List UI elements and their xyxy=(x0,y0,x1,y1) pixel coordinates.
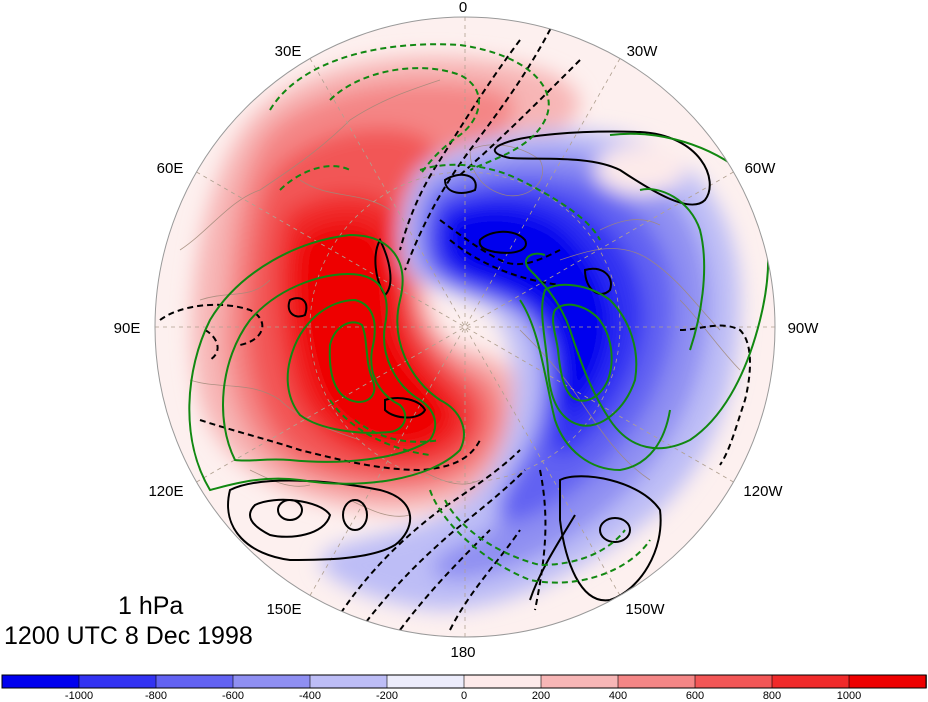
colorbar-box xyxy=(694,674,773,689)
valid-time-label: 1200 UTC 8 Dec 1998 xyxy=(4,622,253,650)
black-contour-solid-12 xyxy=(443,173,477,194)
green-contour-solid-4 xyxy=(328,321,376,404)
coastline-asia-east xyxy=(249,469,481,517)
black-contour-dashed-11 xyxy=(679,324,751,466)
black-contour-solid-13 xyxy=(529,514,576,601)
lon-label-150w: 150W xyxy=(625,601,665,618)
disk-border xyxy=(154,16,776,638)
colorbar-tick-label: -600 xyxy=(222,690,244,702)
colorbar-tick-label: 1000 xyxy=(837,690,861,702)
colorbar-box xyxy=(386,674,465,689)
black-contour-dashed-5 xyxy=(204,329,219,361)
black-contour-dashed-10 xyxy=(449,529,521,631)
colorbar-boxes xyxy=(1,674,927,689)
colorbar-box xyxy=(771,674,850,689)
colorbar-tick-label: 400 xyxy=(609,690,627,702)
green-contour-dashed-7 xyxy=(329,399,431,456)
black-contours xyxy=(227,130,711,602)
colorbar-box xyxy=(540,674,619,689)
lon-label-0: 0 xyxy=(459,0,467,16)
positive-blob-east xyxy=(595,145,685,195)
colorbar-box xyxy=(78,674,157,689)
lon-label-180: 180 xyxy=(450,644,475,661)
map-disk xyxy=(154,16,776,638)
black-dashed-contours xyxy=(159,19,751,631)
black-contour-dashed-1 xyxy=(404,19,556,271)
green-contour-solid-6 xyxy=(541,283,638,427)
green-contour-dashed-1 xyxy=(269,43,550,171)
black-contour-solid-4 xyxy=(287,297,308,318)
lon-label-90e: 90E xyxy=(114,320,141,337)
green-contour-dashed-5 xyxy=(429,489,651,584)
colorbar: -1000 -800 -600 -400 -200 0 200 400 600 800 1000 xyxy=(1,674,927,702)
graticule xyxy=(155,17,775,637)
colorbar-labels: -1000 -800 -600 -400 -200 0 200 400 600 800 1000 xyxy=(65,690,861,702)
black-contour-solid-2 xyxy=(478,230,527,254)
green-contours xyxy=(188,132,770,492)
colorbar-tick-label: -800 xyxy=(145,690,167,702)
colorbar-box xyxy=(309,674,388,689)
colorbar-tick-label: 200 xyxy=(532,690,550,702)
black-contour-dashed-2 xyxy=(459,59,581,176)
lon-label-30w: 30W xyxy=(627,43,659,60)
latitude-circle xyxy=(309,171,621,483)
green-contour-solid-9 xyxy=(519,299,671,472)
colorbar-box xyxy=(848,674,927,689)
black-contour-solid-3 xyxy=(583,267,612,295)
black-contour-solid-5 xyxy=(384,397,427,419)
green-contour-solid-3 xyxy=(286,298,407,434)
colorbar-frame xyxy=(1,674,927,689)
colorbar-tick-label: 0 xyxy=(461,690,467,702)
lon-label-90w: 90W xyxy=(788,320,820,337)
green-contour-solid-1 xyxy=(188,233,465,492)
black-contour-solid-10 xyxy=(559,475,662,602)
black-contour-solid-8 xyxy=(277,499,303,521)
black-contour-solid-11 xyxy=(599,517,631,543)
lon-label-60e: 60E xyxy=(157,160,184,177)
green-contour-solid-8 xyxy=(639,188,706,351)
colorbar-box xyxy=(155,674,234,689)
colorbar-tick-label: -1000 xyxy=(65,690,93,702)
colorbar-box xyxy=(463,674,542,689)
colorbar-tick-label: -400 xyxy=(299,690,321,702)
level-label: 1 hPa xyxy=(118,592,184,620)
black-contour-solid-9 xyxy=(342,499,368,531)
colorbar-box xyxy=(1,674,80,689)
lon-label-30e: 30E xyxy=(275,43,302,60)
black-contour-solid-1 xyxy=(493,130,711,206)
black-contour-dashed-8 xyxy=(359,469,526,631)
negative-anomaly-1000 xyxy=(441,206,612,414)
colorbar-box xyxy=(617,674,696,689)
lon-label-150e: 150E xyxy=(266,601,301,618)
green-contour-solid-2 xyxy=(222,273,437,463)
green-contour-solid-7 xyxy=(552,303,613,402)
positive-anomaly-1000 xyxy=(294,222,451,449)
green-contour-dashed-4 xyxy=(419,163,601,241)
green-dashed-contours xyxy=(269,43,651,584)
longitude-labels: 0 30W 60W 90W 120W 150W 180 150E 120E 90… xyxy=(114,0,820,661)
lon-label-120e: 120E xyxy=(148,483,183,500)
black-contour-dashed-9 xyxy=(399,529,491,631)
lon-label-60w: 60W xyxy=(745,160,777,177)
black-contour-dashed-14 xyxy=(534,469,547,611)
colorbar-box xyxy=(232,674,311,689)
colorbar-tick-label: -200 xyxy=(376,690,398,702)
green-contour-dashed-3 xyxy=(279,165,351,191)
black-contour-dashed-13 xyxy=(449,239,561,286)
black-contour-dashed-4 xyxy=(159,303,264,346)
coastline-greenland xyxy=(469,144,543,197)
black-contour-dashed-12 xyxy=(439,219,561,266)
black-contour-dashed-3 xyxy=(399,39,521,251)
lon-label-120w: 120W xyxy=(743,483,783,500)
green-contour-dashed-2 xyxy=(329,67,480,176)
green-contour-dashed-8 xyxy=(354,419,441,443)
coastline-eurasia xyxy=(179,79,441,441)
colorbar-tick-label: 600 xyxy=(686,690,704,702)
colorbar-tick-label: 800 xyxy=(763,690,781,702)
